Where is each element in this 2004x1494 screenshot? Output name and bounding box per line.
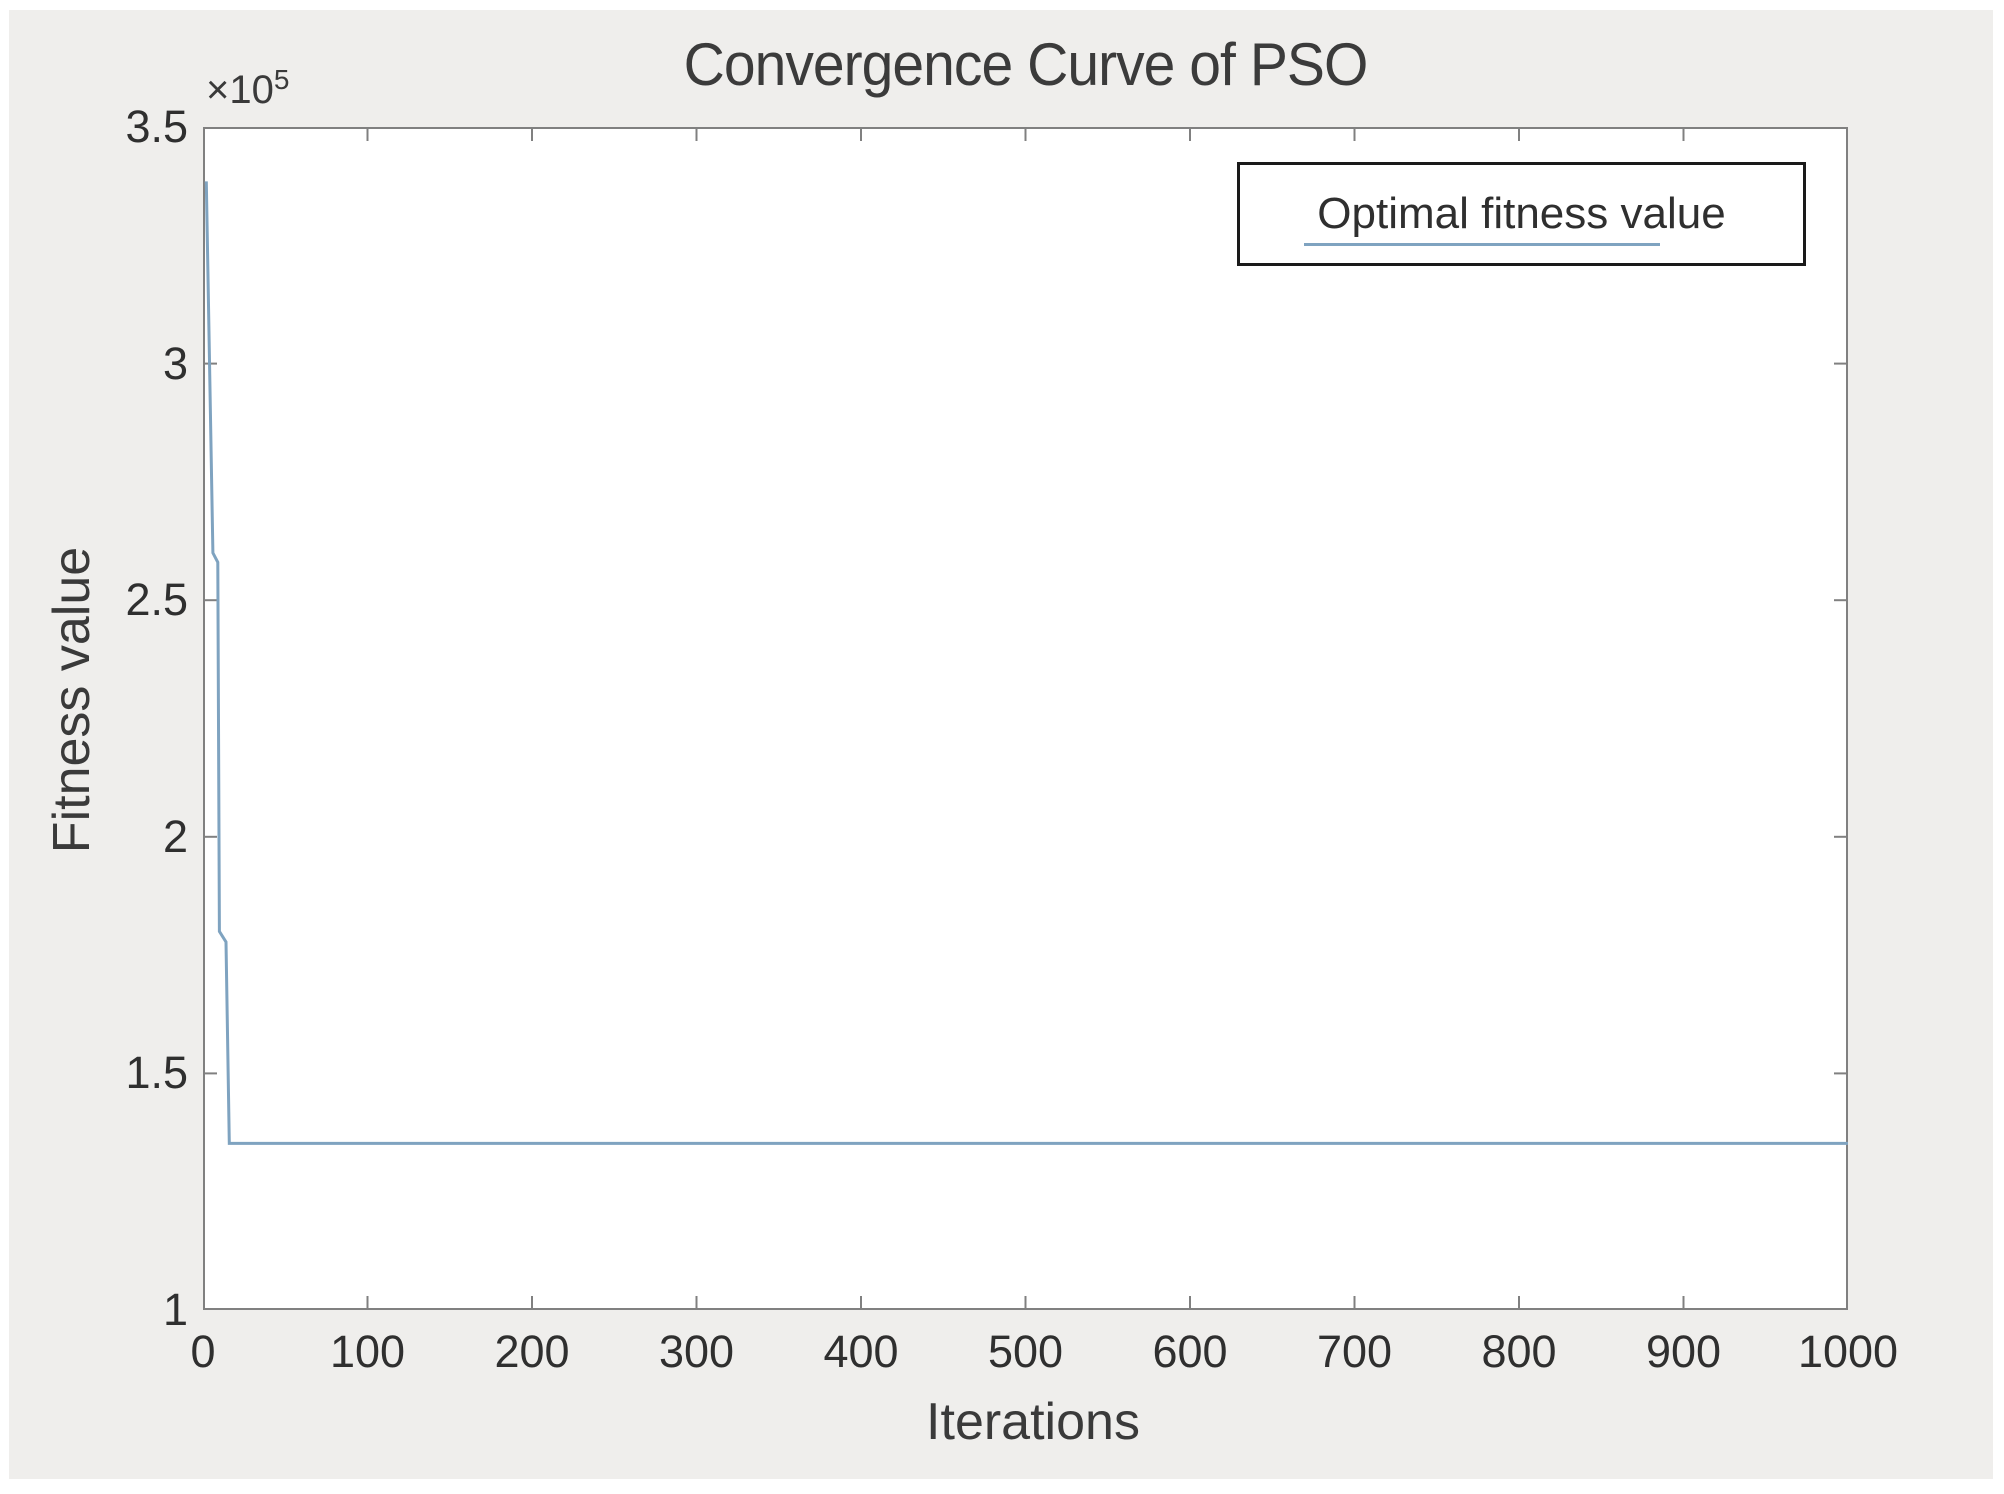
- y-tick-label: 3: [162, 337, 188, 389]
- legend-box[interactable]: Optimal fitness value: [1237, 162, 1806, 266]
- x-tick-label: 0: [190, 1326, 216, 1377]
- x-tick-label: 700: [1316, 1326, 1393, 1377]
- y-axis-label: Fitness value: [43, 546, 101, 854]
- series-line: [204, 181, 1848, 1145]
- y-axis-exponent-label: ×105: [206, 64, 289, 113]
- y-tick-label: 3.5: [125, 101, 188, 152]
- y-tick-label: 1.5: [125, 1047, 188, 1099]
- y-tick-label: 1: [162, 1284, 188, 1335]
- chart-title: Convergence Curve of PSO: [683, 31, 1369, 98]
- plot-area: [203, 127, 1848, 1310]
- x-tick-label: 200: [494, 1326, 570, 1377]
- exponent-value: 5: [273, 64, 290, 95]
- x-tick-label: 1000: [1797, 1326, 1899, 1377]
- x-axis-label: Iterations: [926, 1393, 1140, 1451]
- x-tick-label: 500: [987, 1326, 1064, 1377]
- series-line-svg: [203, 127, 1848, 1310]
- x-tick-label: 400: [823, 1326, 899, 1377]
- x-tick-label: 900: [1645, 1326, 1722, 1377]
- legend-line-sample: [1304, 243, 1660, 246]
- legend-entry[interactable]: Optimal fitness value: [1240, 165, 1803, 263]
- exponent-prefix: ×10: [206, 68, 274, 112]
- x-tick-label: 100: [329, 1326, 406, 1377]
- legend-label: Optimal fitness value: [1317, 189, 1726, 238]
- x-tick-label: 600: [1152, 1326, 1228, 1377]
- x-tick-label: 800: [1481, 1326, 1557, 1377]
- y-tick-label: 2.5: [125, 574, 188, 626]
- y-tick-label: 2: [162, 810, 188, 862]
- x-tick-label: 300: [658, 1326, 735, 1377]
- axis-box: [203, 127, 1848, 1310]
